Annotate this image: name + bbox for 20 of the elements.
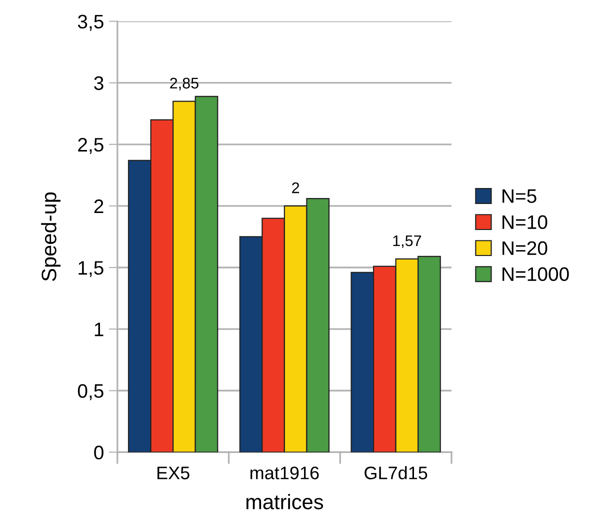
data-label: 2: [292, 182, 300, 194]
x-axis-title: matrices: [246, 494, 324, 510]
x-tick-label: GL7d15: [364, 466, 428, 480]
y-tick-label: 1: [94, 322, 104, 336]
y-tick-label: 2,5: [78, 138, 104, 154]
y-tick-label: 0,5: [78, 384, 104, 400]
y-axis-title: Speed-up: [41, 192, 60, 281]
x-tick-label: mat1916: [250, 466, 319, 480]
y-tick-label: 2: [94, 199, 104, 214]
data-label: 2,85: [170, 78, 198, 90]
data-label: 1,57: [393, 236, 422, 248]
y-tick-label: 3: [94, 76, 104, 90]
legend-label: N=10: [502, 215, 548, 230]
legend-label: N=1000: [502, 267, 569, 282]
y-tick-label: 3,5: [78, 14, 104, 31]
y-tick-label: 1,5: [78, 261, 104, 278]
legend-label: N=5: [502, 189, 536, 203]
x-tick-label: EX5: [157, 466, 190, 480]
legend-label: N=20: [502, 241, 548, 256]
y-tick-label: 0: [94, 446, 104, 460]
